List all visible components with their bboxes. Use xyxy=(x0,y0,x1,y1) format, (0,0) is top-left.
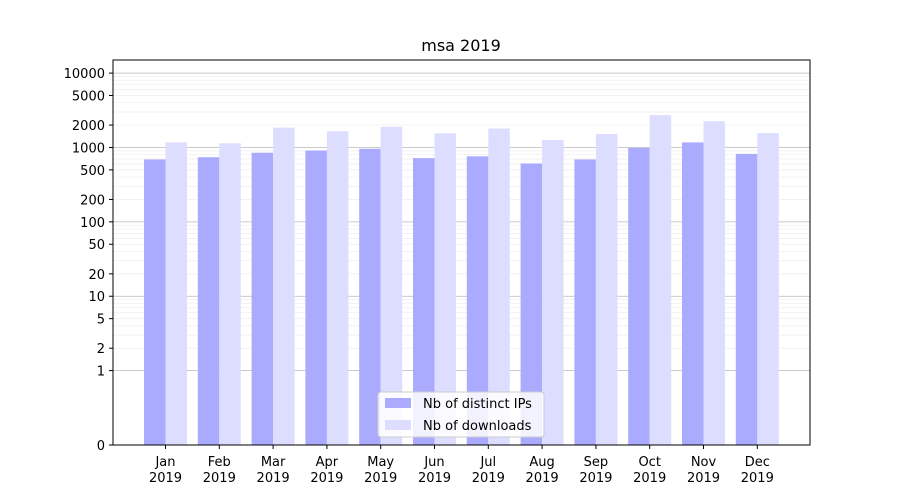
bar-distinct-ips-nov xyxy=(682,142,704,446)
legend-label-ips: Nb of distinct IPs xyxy=(423,397,532,412)
x-tick-month-label: Aug xyxy=(529,455,554,470)
y-tick-label: 50 xyxy=(88,238,105,253)
legend-box xyxy=(377,391,545,438)
bar-distinct-ips-jan xyxy=(144,159,166,446)
bar-downloads-aug xyxy=(542,140,564,446)
bar-downloads-sep xyxy=(595,133,618,446)
x-tick-month-label: Nov xyxy=(691,455,717,470)
y-tick-label: 5000 xyxy=(72,89,105,104)
x-tick-year-label: 2019 xyxy=(418,471,451,486)
bar-distinct-ips-feb xyxy=(197,157,220,445)
x-tick-month-label: Jul xyxy=(479,455,496,470)
bar-distinct-ips-may xyxy=(359,148,381,445)
bar-downloads-jun xyxy=(434,133,456,446)
x-tick-year-label: 2019 xyxy=(633,471,666,486)
y-tick-label: 20 xyxy=(88,268,105,283)
bar-distinct-ips-sep xyxy=(574,159,596,446)
legend-swatch-ips xyxy=(385,398,411,408)
legend-swatch-downloads xyxy=(385,420,411,430)
x-tick-month-label: Jan xyxy=(154,455,175,470)
bar-distinct-ips-jun xyxy=(413,158,435,445)
x-tick-month-label: Sep xyxy=(584,455,609,470)
bar-distinct-ips-dec xyxy=(735,153,758,445)
y-tick-label: 5 xyxy=(97,313,105,328)
plot-frame xyxy=(112,59,811,446)
legend-label-downloads: Nb of downloads xyxy=(423,419,532,434)
x-tick-month-label: Feb xyxy=(208,455,231,470)
bar-downloads-jul xyxy=(488,128,510,446)
y-axis: 0 1 2 5 10 20 50 100 200 500 1000 2000 5000 10000 xyxy=(64,67,113,454)
x-axis: Jan2019Feb2019Mar2019Apr2019May2019Jun20… xyxy=(149,445,774,486)
bar-downloads-mar xyxy=(273,127,295,446)
y-tick-label: 10 xyxy=(88,290,105,305)
x-tick-month-label: Oct xyxy=(638,455,660,470)
x-tick-year-label: 2019 xyxy=(741,471,774,486)
bar-downloads-feb xyxy=(219,143,241,445)
x-tick-month-label: Jun xyxy=(423,455,444,470)
legend: Nb of distinct IPs Nb of downloads xyxy=(377,391,545,438)
x-tick-year-label: 2019 xyxy=(579,471,612,486)
bar-distinct-ips-mar xyxy=(251,152,274,446)
x-tick-year-label: 2019 xyxy=(203,471,236,486)
y-tick-label: 200 xyxy=(80,193,105,208)
bar-downloads-may xyxy=(380,126,403,445)
bar-downloads-oct xyxy=(649,115,672,445)
y-tick-label: 500 xyxy=(80,164,105,179)
x-tick-year-label: 2019 xyxy=(687,471,720,486)
y-tick-label: 1000 xyxy=(72,141,105,156)
bar-downloads-jan xyxy=(165,142,187,446)
x-tick-year-label: 2019 xyxy=(257,471,290,486)
bar-distinct-ips-jul xyxy=(466,156,489,446)
x-tick-month-label: May xyxy=(367,455,394,470)
bar-distinct-ips-aug xyxy=(520,163,543,445)
x-tick-month-label: Dec xyxy=(745,455,770,470)
x-tick-year-label: 2019 xyxy=(310,471,343,486)
bar-downloads-dec xyxy=(757,133,779,445)
bars xyxy=(144,115,779,446)
bar-distinct-ips-oct xyxy=(628,147,650,445)
x-tick-month-label: Apr xyxy=(316,455,339,470)
y-tick-label: 2 xyxy=(97,342,105,357)
x-tick-year-label: 2019 xyxy=(526,471,559,486)
bar-distinct-ips-apr xyxy=(305,150,327,445)
bar-downloads-nov xyxy=(703,121,725,445)
chart-title: msa 2019 xyxy=(421,36,501,55)
y-tick-label: 1 xyxy=(97,365,105,380)
y-tick-label: 10000 xyxy=(64,67,105,82)
x-tick-year-label: 2019 xyxy=(149,471,182,486)
bar-downloads-apr xyxy=(326,131,349,446)
x-tick-year-label: 2019 xyxy=(472,471,505,486)
y-tick-label: 0 xyxy=(97,439,105,454)
y-tick-label: 100 xyxy=(80,216,105,231)
x-tick-month-label: Mar xyxy=(261,455,286,470)
x-tick-year-label: 2019 xyxy=(364,471,397,486)
y-tick-label: 2000 xyxy=(72,119,105,134)
